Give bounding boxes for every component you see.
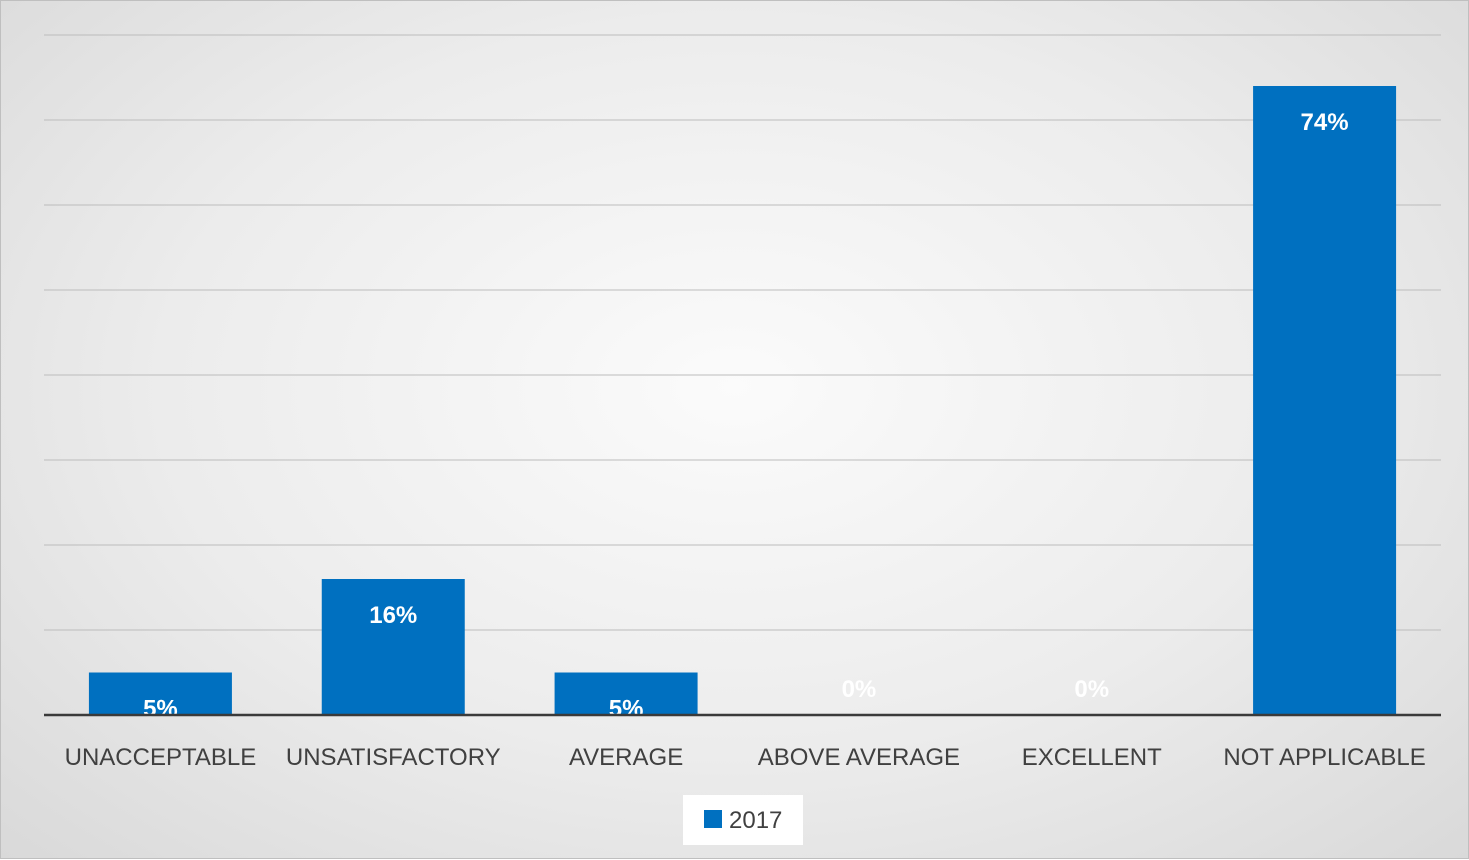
bars	[88, 86, 1397, 715]
bar	[1253, 86, 1397, 715]
legend-box	[683, 795, 803, 845]
bar	[88, 672, 232, 715]
data-label: 0%	[1074, 676, 1109, 703]
x-tick-label: UNSATISFACTORY	[286, 744, 501, 771]
data-label: 16%	[369, 602, 417, 629]
data-labels: 5% 16% 5% 0% 0% 74%	[143, 109, 1349, 723]
data-label: 0%	[842, 676, 877, 703]
data-label: 5%	[143, 696, 178, 723]
x-axis-tick-labels: UNACCEPTABLE UNSATISFACTORY AVERAGE ABOVE A…	[65, 744, 1426, 771]
x-tick-label: EXCELLENT	[1022, 744, 1162, 771]
x-tick-label: ABOVE AVERAGE	[758, 744, 960, 771]
x-tick-label: NOT APPLICABLE	[1223, 744, 1425, 771]
x-tick-label: UNACCEPTABLE	[65, 744, 257, 771]
bar	[321, 579, 465, 715]
legend-label: 2017	[729, 807, 782, 834]
data-label: 74%	[1301, 109, 1349, 136]
x-tick-label: AVERAGE	[569, 744, 683, 771]
gridlines	[44, 34, 1441, 631]
legend: 2017	[683, 795, 803, 845]
bar	[554, 672, 698, 715]
data-label: 5%	[609, 696, 644, 723]
legend-swatch	[704, 810, 722, 828]
